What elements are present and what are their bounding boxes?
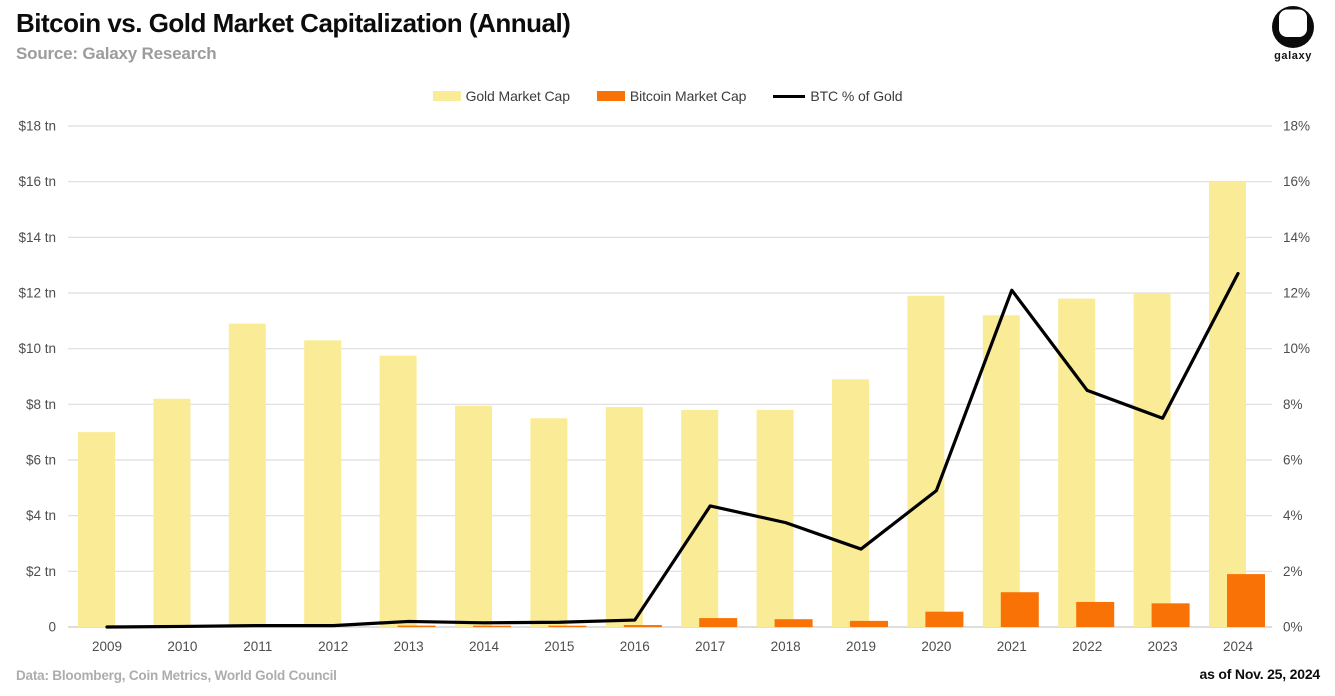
gold-swatch-icon <box>432 91 461 101</box>
chart-legend: Gold Market Cap Bitcoin Market Cap BTC %… <box>0 88 1335 104</box>
galaxy-logo-icon <box>1272 6 1314 48</box>
bitcoin-bar <box>473 625 511 627</box>
bitcoin-bar <box>397 625 436 627</box>
bitcoin-bar <box>1227 574 1265 627</box>
bitcoin-bar <box>548 625 587 627</box>
footer-data-source: Data: Bloomberg, Coin Metrics, World Gol… <box>16 668 337 683</box>
gold-bar <box>78 432 115 627</box>
x-axis-label: 2015 <box>544 639 574 654</box>
bitcoin-bar <box>623 625 662 627</box>
bitcoin-bar <box>1151 603 1190 627</box>
galaxy-logo: galaxy <box>1261 6 1325 62</box>
y-axis-label-left: $6 tn <box>26 453 56 468</box>
footer-as-of-date: as of Nov. 25, 2024 <box>1199 666 1321 682</box>
gold-bar <box>832 379 869 627</box>
bitcoin-bar <box>774 619 813 627</box>
gold-bar <box>455 405 492 627</box>
gold-bar <box>153 398 191 627</box>
y-axis-label-right: 6% <box>1283 453 1303 468</box>
x-axis-label: 2022 <box>1072 639 1102 654</box>
gold-bar <box>530 418 568 627</box>
y-axis-label-right: 0% <box>1283 620 1303 635</box>
legend-label-gold: Gold Market Cap <box>465 88 570 104</box>
x-axis-label: 2016 <box>620 639 650 654</box>
y-axis-label-right: 14% <box>1283 230 1310 245</box>
gold-bar <box>982 315 1020 627</box>
x-axis-label: 2010 <box>167 639 197 654</box>
bitcoin-bar <box>1076 601 1115 627</box>
y-axis-label-right: 18% <box>1283 119 1310 134</box>
y-axis-label-left: $18 tn <box>18 119 56 134</box>
gold-bar <box>681 409 719 627</box>
y-axis-label-right: 2% <box>1283 564 1303 579</box>
y-axis-label-right: 10% <box>1283 341 1310 356</box>
gold-bar <box>304 340 342 627</box>
x-axis-label: 2013 <box>394 639 424 654</box>
gold-bar <box>605 407 643 627</box>
page-title: Bitcoin vs. Gold Market Capitalization (… <box>16 8 571 38</box>
x-axis-label: 2024 <box>1223 639 1254 654</box>
y-axis-label-left: $10 tn <box>18 341 56 356</box>
btc-pct-of-gold-line <box>105 271 1240 629</box>
x-axis-label: 2021 <box>997 639 1027 654</box>
x-axis-label: 2020 <box>921 639 951 654</box>
x-axis-label: 2019 <box>846 639 876 654</box>
gold-bar <box>228 323 266 627</box>
x-axis-label: 2023 <box>1148 639 1178 654</box>
legend-label-btc-pct: BTC % of Gold <box>810 88 903 104</box>
gold-bar <box>907 295 945 627</box>
galaxy-logo-text: galaxy <box>1274 50 1312 62</box>
y-axis-label-left: $14 tn <box>18 230 56 245</box>
bitcoin-bar <box>925 611 964 627</box>
chart-source-subtitle: Source: Galaxy Research <box>16 44 217 63</box>
gold-bar <box>1209 181 1246 627</box>
gold-bar <box>1133 293 1171 627</box>
legend-item-btc-pct: BTC % of Gold <box>773 88 903 104</box>
x-axis-label: 2011 <box>243 639 272 654</box>
legend-item-gold: Gold Market Cap <box>432 88 570 104</box>
y-axis-label-left: $2 tn <box>26 564 56 579</box>
x-axis-label: 2017 <box>695 639 725 654</box>
y-axis-label-right: 16% <box>1283 174 1310 189</box>
y-axis-label-left: $8 tn <box>26 397 56 412</box>
btc-pct-line-swatch-icon <box>773 94 806 98</box>
bitcoin-bar <box>850 620 888 627</box>
x-axis-label: 2018 <box>771 639 801 654</box>
x-axis-label: 2014 <box>469 639 500 654</box>
legend-label-bitcoin: Bitcoin Market Cap <box>629 88 747 104</box>
bitcoin-bar <box>699 618 738 627</box>
x-axis-label: 2012 <box>318 639 348 654</box>
y-axis-label-left: $16 tn <box>18 174 56 189</box>
gold-bar <box>1058 298 1096 627</box>
gold-bar <box>379 355 417 627</box>
x-axis-label: 2009 <box>92 639 122 654</box>
y-axis-label-right: 12% <box>1283 286 1310 301</box>
y-axis-label-left: 0 <box>48 620 56 635</box>
y-axis-label-left: $12 tn <box>18 286 56 301</box>
bitcoin-bar <box>1000 592 1039 627</box>
y-axis-label-left: $4 tn <box>26 508 56 523</box>
legend-item-bitcoin: Bitcoin Market Cap <box>596 88 747 104</box>
y-axis-label-right: 4% <box>1283 508 1303 523</box>
y-axis-label-right: 8% <box>1283 397 1303 412</box>
bitcoin-swatch-icon <box>596 91 625 101</box>
